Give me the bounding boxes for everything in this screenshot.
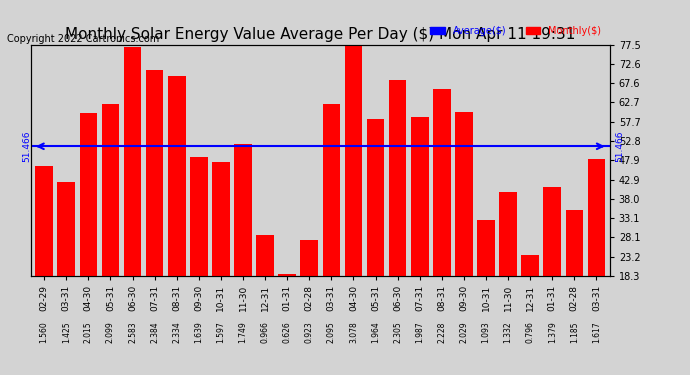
Text: 1.639: 1.639 bbox=[195, 321, 204, 343]
Bar bbox=[79, 113, 97, 347]
Bar bbox=[57, 182, 75, 347]
Text: 1.597: 1.597 bbox=[217, 321, 226, 343]
Text: 1.332: 1.332 bbox=[504, 321, 513, 343]
Text: 1.093: 1.093 bbox=[482, 321, 491, 343]
Text: 2.384: 2.384 bbox=[150, 321, 159, 343]
Text: 2.334: 2.334 bbox=[172, 321, 181, 343]
Title: Monthly Solar Energy Value Average Per Day ($) Mon Apr 11 19:31: Monthly Solar Energy Value Average Per D… bbox=[65, 27, 575, 42]
Text: 2.029: 2.029 bbox=[460, 321, 469, 343]
Legend: Average($), Monthly($): Average($), Monthly($) bbox=[426, 22, 605, 40]
Text: 1.749: 1.749 bbox=[239, 321, 248, 343]
Bar bbox=[477, 220, 495, 347]
Text: 1.617: 1.617 bbox=[592, 321, 601, 343]
Bar bbox=[455, 112, 473, 347]
Bar bbox=[101, 104, 119, 347]
Bar bbox=[366, 119, 384, 347]
Text: Copyright 2022 Cartronics.com: Copyright 2022 Cartronics.com bbox=[7, 34, 159, 44]
Text: 1.987: 1.987 bbox=[415, 321, 424, 343]
Bar bbox=[146, 70, 164, 347]
Text: 1.379: 1.379 bbox=[548, 321, 557, 343]
Text: 3.078: 3.078 bbox=[349, 321, 358, 343]
Text: 2.305: 2.305 bbox=[393, 321, 402, 343]
Text: 51.466: 51.466 bbox=[615, 130, 624, 162]
Text: 2.095: 2.095 bbox=[327, 321, 336, 343]
Bar bbox=[588, 159, 605, 347]
Bar bbox=[212, 162, 230, 347]
Text: 2.015: 2.015 bbox=[84, 321, 93, 343]
Text: 0.626: 0.626 bbox=[283, 321, 292, 343]
Bar bbox=[322, 104, 340, 347]
Bar bbox=[344, 0, 362, 347]
Text: 2.583: 2.583 bbox=[128, 321, 137, 343]
Text: 2.099: 2.099 bbox=[106, 321, 115, 343]
Bar bbox=[124, 47, 141, 347]
Text: 1.964: 1.964 bbox=[371, 321, 380, 343]
Bar bbox=[411, 117, 428, 347]
Bar bbox=[500, 192, 517, 347]
Text: 1.425: 1.425 bbox=[61, 321, 71, 343]
Bar bbox=[544, 187, 561, 347]
Bar bbox=[388, 80, 406, 347]
Text: 51.466: 51.466 bbox=[22, 130, 31, 162]
Bar bbox=[522, 255, 539, 347]
Bar bbox=[278, 274, 296, 347]
Bar bbox=[35, 166, 53, 347]
Text: 1.560: 1.560 bbox=[39, 321, 49, 343]
Bar bbox=[566, 210, 583, 347]
Text: 2.228: 2.228 bbox=[437, 322, 446, 343]
Text: 0.966: 0.966 bbox=[261, 321, 270, 343]
Bar bbox=[190, 157, 208, 347]
Bar bbox=[168, 76, 186, 347]
Text: 0.796: 0.796 bbox=[526, 321, 535, 343]
Text: 1.185: 1.185 bbox=[570, 322, 579, 343]
Bar bbox=[256, 235, 274, 347]
Bar bbox=[300, 240, 318, 347]
Bar bbox=[433, 88, 451, 347]
Text: 0.923: 0.923 bbox=[305, 321, 314, 343]
Bar bbox=[234, 144, 252, 347]
